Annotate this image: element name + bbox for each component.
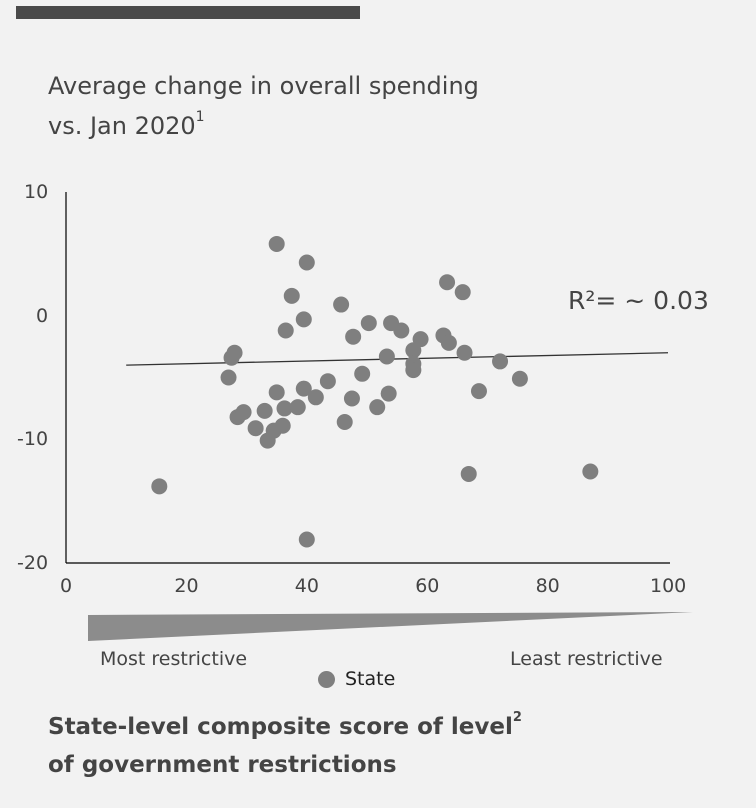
data-point-42: [457, 345, 473, 361]
data-point-46: [512, 371, 528, 387]
data-point-33: [393, 323, 409, 339]
x-axis-title-text-1: State-level composite score of level: [48, 714, 513, 740]
restriction-gradient-wedge: [88, 612, 693, 641]
y-tick-label-3: 10: [24, 181, 48, 203]
x-axis-title-footnote: 2: [513, 710, 522, 725]
data-point-41: [455, 284, 471, 300]
legend-marker: [318, 671, 335, 688]
data-point-21: [308, 389, 324, 405]
x-axis-title-line2: of government restrictions: [48, 752, 397, 778]
x-axis-title-line1: State-level composite score of level2: [48, 714, 522, 740]
data-point-24: [337, 414, 353, 430]
data-point-16: [290, 399, 306, 415]
scatter-chart: [0, 0, 756, 700]
data-point-11: [269, 236, 285, 252]
data-point-22: [320, 373, 336, 389]
x-tick-label-3: 60: [415, 575, 439, 597]
data-point-6: [248, 420, 264, 436]
data-point-43: [461, 466, 477, 482]
data-point-10: [269, 384, 285, 400]
scale-label-left: Most restrictive: [100, 648, 247, 670]
data-point-7: [257, 403, 273, 419]
data-point-1: [221, 370, 237, 386]
data-point-47: [582, 463, 598, 479]
data-point-20: [299, 254, 315, 270]
data-point-25: [344, 391, 360, 407]
data-point-12: [275, 418, 291, 434]
plot-area: [66, 192, 670, 563]
data-point-37: [413, 331, 429, 347]
data-point-3: [227, 345, 243, 361]
data-point-23: [333, 297, 349, 313]
x-tick-label-5: 100: [650, 575, 686, 597]
data-point-17: [296, 311, 312, 327]
data-point-39: [439, 274, 455, 290]
data-point-44: [471, 383, 487, 399]
data-point-15: [284, 288, 300, 304]
data-point-27: [354, 366, 370, 382]
x-tick-label-4: 80: [536, 575, 560, 597]
legend: State: [318, 668, 395, 690]
data-point-14: [278, 323, 294, 339]
data-point-36: [405, 362, 421, 378]
data-point-45: [492, 353, 508, 369]
data-point-29: [369, 399, 385, 415]
y-tick-label-1: -10: [17, 428, 48, 450]
x-tick-label-2: 40: [295, 575, 319, 597]
data-point-0: [151, 478, 167, 494]
r-squared-annotation: R²= ~ 0.03: [568, 286, 709, 315]
x-tick-label-0: 0: [60, 575, 72, 597]
y-tick-label-2: 0: [36, 305, 48, 327]
scale-label-right: Least restrictive: [510, 648, 663, 670]
data-point-26: [345, 329, 361, 345]
y-tick-label-0: -20: [17, 552, 48, 574]
legend-label: State: [345, 668, 395, 690]
data-point-40: [441, 335, 457, 351]
data-point-5: [236, 404, 252, 420]
data-point-19: [299, 532, 315, 548]
trend-line: [126, 353, 668, 365]
data-point-31: [381, 386, 397, 402]
data-point-28: [361, 315, 377, 331]
data-point-30: [379, 348, 395, 364]
x-tick-label-1: 20: [174, 575, 198, 597]
